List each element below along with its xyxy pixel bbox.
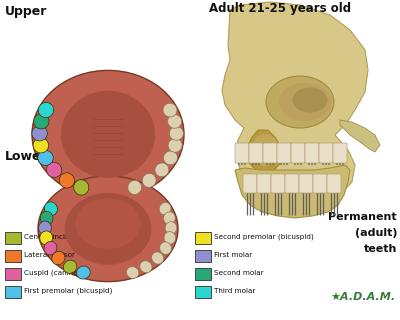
Text: Central incisor: Central incisor [24, 234, 76, 240]
FancyBboxPatch shape [271, 174, 285, 193]
Ellipse shape [164, 232, 176, 244]
FancyBboxPatch shape [285, 174, 299, 193]
Ellipse shape [279, 83, 331, 121]
Ellipse shape [40, 231, 52, 245]
Ellipse shape [32, 70, 184, 198]
Ellipse shape [126, 267, 139, 278]
FancyBboxPatch shape [277, 143, 291, 163]
Bar [195, 250, 211, 262]
Ellipse shape [165, 222, 177, 234]
Text: Lower: Lower [5, 150, 48, 163]
Polygon shape [222, 2, 368, 204]
Text: Adult 21-25 years old: Adult 21-25 years old [209, 2, 351, 15]
Text: Third molar: Third molar [214, 288, 255, 294]
Ellipse shape [64, 193, 151, 265]
Text: Second premolar (bicuspid): Second premolar (bicuspid) [214, 234, 314, 240]
FancyBboxPatch shape [333, 143, 347, 163]
Ellipse shape [128, 180, 142, 195]
Ellipse shape [76, 266, 90, 279]
Text: Second molar: Second molar [214, 270, 264, 276]
Ellipse shape [76, 198, 140, 249]
Ellipse shape [33, 138, 48, 153]
Ellipse shape [292, 87, 328, 113]
Ellipse shape [251, 134, 279, 166]
FancyBboxPatch shape [235, 143, 249, 163]
Text: Permanent: Permanent [328, 212, 397, 222]
FancyBboxPatch shape [243, 174, 257, 193]
Text: First molar: First molar [214, 252, 252, 258]
Ellipse shape [159, 203, 171, 215]
Ellipse shape [63, 260, 77, 273]
Ellipse shape [52, 251, 65, 265]
Ellipse shape [160, 242, 172, 254]
Ellipse shape [38, 176, 178, 282]
Ellipse shape [38, 102, 54, 118]
Bar [5, 250, 21, 262]
Polygon shape [235, 165, 350, 218]
Bar [195, 232, 211, 244]
Ellipse shape [169, 126, 184, 140]
Ellipse shape [44, 202, 57, 216]
Ellipse shape [61, 91, 155, 178]
Ellipse shape [168, 115, 182, 128]
Ellipse shape [155, 163, 169, 177]
Polygon shape [340, 120, 380, 152]
Ellipse shape [59, 173, 74, 188]
Ellipse shape [163, 103, 177, 117]
Ellipse shape [40, 211, 53, 225]
Text: (adult): (adult) [354, 228, 397, 238]
Text: Upper: Upper [5, 5, 47, 18]
Text: ★A.D.A.M.: ★A.D.A.M. [330, 292, 395, 302]
Text: teeth: teeth [364, 244, 397, 254]
Ellipse shape [142, 173, 156, 188]
Ellipse shape [46, 162, 62, 178]
FancyBboxPatch shape [319, 143, 333, 163]
FancyBboxPatch shape [249, 143, 263, 163]
Bar [195, 268, 211, 280]
Bar [195, 286, 211, 298]
FancyBboxPatch shape [313, 174, 327, 193]
FancyBboxPatch shape [263, 143, 277, 163]
Text: Lateral incisor: Lateral incisor [24, 252, 75, 258]
Bar [5, 268, 21, 280]
Ellipse shape [74, 180, 89, 195]
Bar [5, 286, 21, 298]
Text: Cuspid (canine): Cuspid (canine) [24, 270, 80, 276]
Ellipse shape [32, 126, 47, 141]
Ellipse shape [44, 241, 57, 255]
Ellipse shape [34, 114, 49, 129]
Ellipse shape [39, 221, 51, 235]
Ellipse shape [38, 150, 53, 165]
FancyBboxPatch shape [291, 143, 305, 163]
Polygon shape [247, 130, 282, 173]
Ellipse shape [266, 76, 334, 128]
FancyBboxPatch shape [299, 174, 313, 193]
FancyBboxPatch shape [305, 143, 319, 163]
Bar [5, 232, 21, 244]
Ellipse shape [152, 252, 164, 264]
Text: First premolar (bicuspid): First premolar (bicuspid) [24, 288, 112, 294]
FancyBboxPatch shape [327, 174, 341, 193]
Ellipse shape [168, 139, 182, 152]
Ellipse shape [140, 261, 152, 273]
Ellipse shape [164, 151, 178, 165]
FancyBboxPatch shape [257, 174, 271, 193]
Ellipse shape [164, 212, 175, 224]
